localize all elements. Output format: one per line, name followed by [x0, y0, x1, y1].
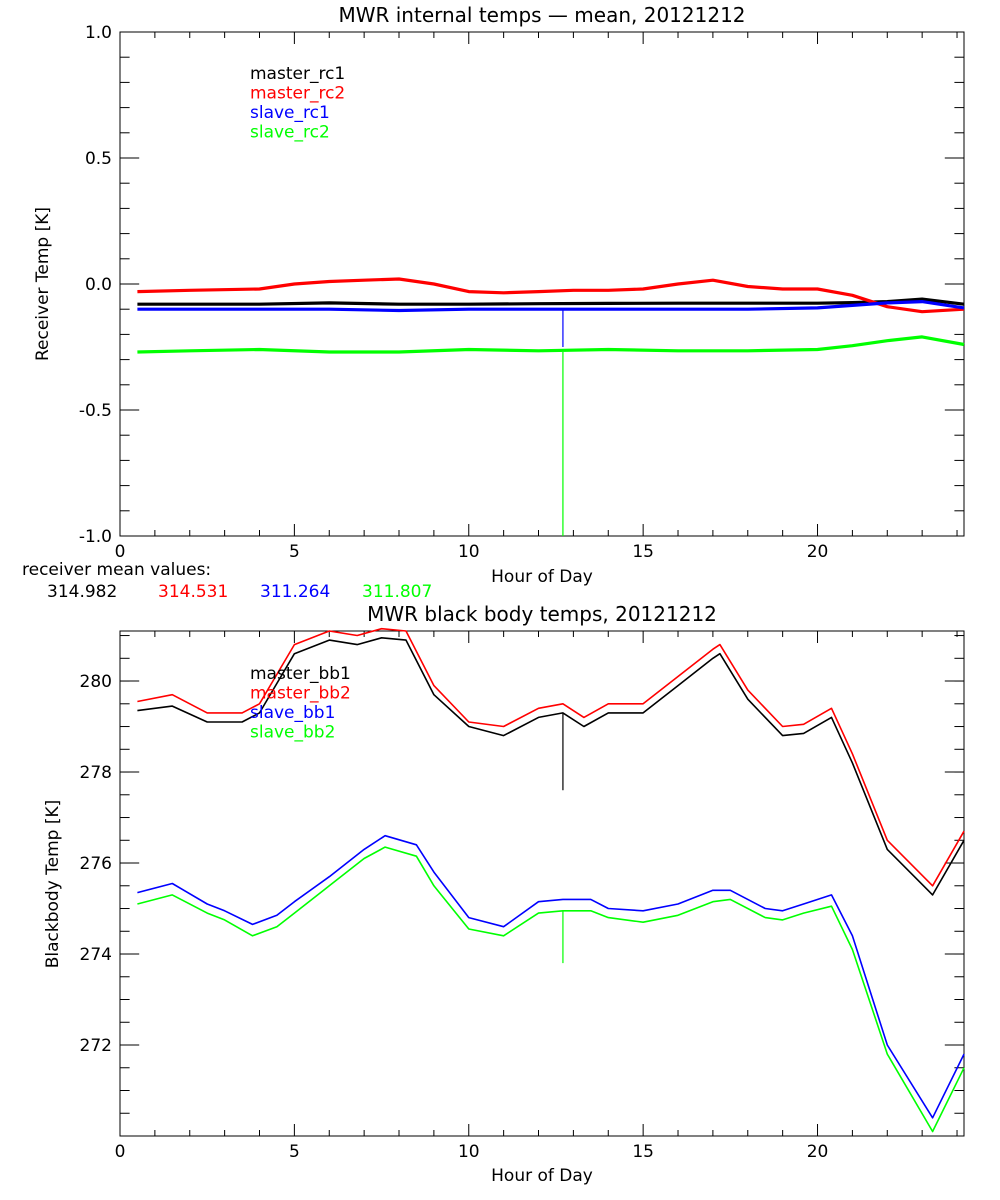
series-line [137, 277, 965, 314]
x-tick-label: 5 [289, 542, 300, 562]
y-tick-label: 1.0 [85, 23, 112, 43]
legend-entry: slave_bb1 [250, 703, 335, 723]
x-tick-label: 10 [458, 1142, 480, 1162]
x-tick-label: 15 [632, 1142, 654, 1162]
y-tick-label: 276 [80, 854, 112, 874]
mean-value: 311.807 [362, 582, 432, 602]
mean-values-label: receiver mean values: [22, 560, 211, 580]
y-tick-label: 278 [80, 763, 112, 783]
legend-entry: master_bb2 [250, 684, 351, 704]
y-tick-label: -0.5 [79, 401, 112, 421]
chart-receiver-temps: MWR internal temps — mean, 20121212 0 5 10… [22, 3, 965, 602]
legend-entry: master_rc2 [250, 84, 345, 104]
series-line [137, 846, 965, 1133]
mean-values: 314.982 314.531 311.264 311.807 [47, 582, 432, 602]
y-tick-label: 272 [80, 1036, 112, 1056]
y-axis-label: Receiver Temp [K] [33, 207, 53, 361]
series-line [137, 636, 965, 896]
legend-entry: slave_rc1 [250, 103, 330, 123]
mean-value: 314.531 [158, 582, 228, 602]
series-line [137, 300, 965, 313]
x-tick-label: 20 [807, 1142, 829, 1162]
legend-entry: master_rc1 [250, 64, 345, 84]
x-tick-label: 20 [807, 542, 829, 562]
y-tick-label: 274 [80, 945, 112, 965]
legend-entry: slave_rc2 [250, 123, 330, 143]
y-tick-label: 0.5 [85, 149, 112, 169]
y-tick-label: 280 [80, 672, 112, 692]
chart-blackbody-temps: MWR black body temps, 20121212 0 5 10 15 20 2… [43, 602, 965, 1186]
x-axis-label: Hour of Day [491, 567, 593, 587]
series-layer [137, 277, 965, 536]
plot-frame [119, 630, 965, 1137]
chart-title: MWR black body temps, 20121212 [367, 602, 717, 626]
mean-value: 314.982 [47, 582, 117, 602]
legend-entry: master_bb1 [250, 664, 351, 684]
x-tick-label: 0 [115, 542, 126, 562]
chart-title: MWR internal temps — mean, 20121212 [338, 3, 745, 27]
x-tick-label: 0 [115, 1142, 126, 1162]
y-tick-label: 0.0 [85, 275, 112, 295]
x-axis-label: Hour of Day [491, 1166, 593, 1186]
x-tick-label: 10 [458, 542, 480, 562]
mean-value: 311.264 [260, 582, 330, 602]
series-layer [137, 627, 965, 1133]
x-tick-label: 5 [289, 1142, 300, 1162]
series-line [137, 834, 965, 1119]
axis-ticks: 0 5 10 15 20 1.0 0.5 0.0 -0.5 -1.0 [79, 23, 964, 562]
legend-entry: slave_bb2 [250, 723, 335, 743]
series-line [137, 335, 965, 354]
y-tick-label: -1.0 [79, 527, 112, 547]
series-line [137, 627, 965, 887]
y-axis-label: Blackbody Temp [K] [43, 800, 63, 969]
x-tick-label: 15 [632, 542, 654, 562]
axis-ticks: 0 5 10 15 20 272 274 276 278 280 [80, 631, 964, 1162]
